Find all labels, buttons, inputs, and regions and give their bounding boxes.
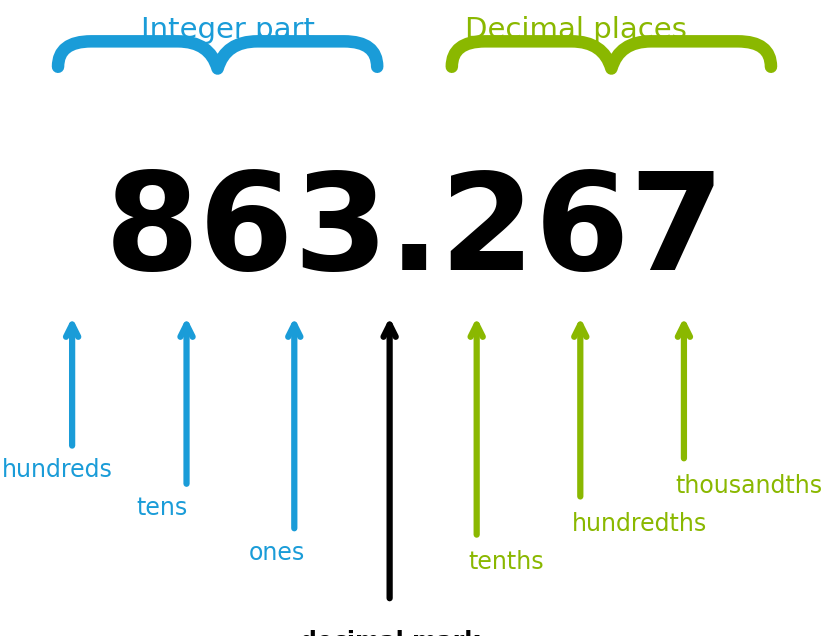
Text: tenths: tenths [468,550,543,574]
Text: tens: tens [137,496,188,520]
Text: decimal mark: decimal mark [299,630,479,636]
Text: ones: ones [248,541,305,565]
Text: thousandths: thousandths [675,474,821,498]
Text: 863.267: 863.267 [104,167,724,298]
Text: Decimal places: Decimal places [465,16,686,44]
Text: Integer part: Integer part [141,16,315,44]
Text: hundreds: hundreds [2,458,113,482]
Text: hundredths: hundredths [571,512,706,536]
